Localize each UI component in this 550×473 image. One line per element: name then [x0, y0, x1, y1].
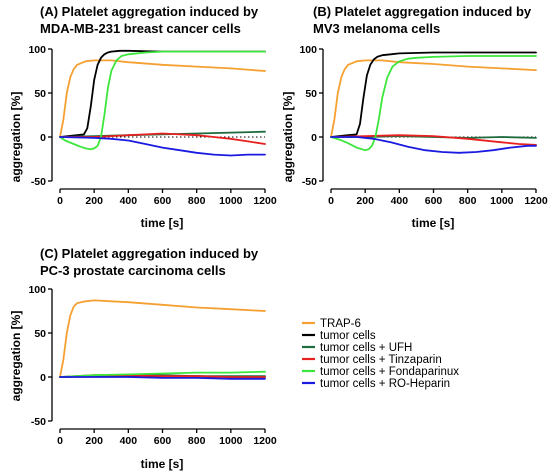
- legend-label: tumor cells: [320, 330, 376, 342]
- panel-b-series-tumor-cells: [330, 51, 537, 138]
- panel-c-y-tick-label: 50: [34, 328, 46, 340]
- panel-c-x-tick-label: 400: [120, 435, 138, 447]
- panel-b-x-tick-label: 600: [425, 195, 443, 207]
- legend-item-trap-6: TRAP-6: [302, 318, 361, 330]
- legend-label: tumor cells + Fondaparinux: [320, 366, 459, 378]
- panel-b-x-tick-label: 400: [391, 195, 409, 207]
- panel-c-x-tick-label: 600: [154, 435, 172, 447]
- panel-b-series-tumor-cells-tinzaparin: [330, 134, 537, 146]
- panel-b: (B) Platelet aggregation induced by MV3 …: [281, 4, 548, 230]
- panel-b-x-tick-label: 1000: [490, 195, 514, 207]
- panel-a-x-tick-label: 1000: [219, 195, 243, 207]
- panel-a-x-tick-label: 600: [154, 195, 172, 207]
- panel-b-y-axis-label: aggregation [%]: [281, 92, 295, 183]
- panel-c-x-tick-label: 1200: [253, 435, 277, 447]
- panel-a-series-trap-6: [59, 59, 266, 138]
- panel-a-title-line-2: MDA-MB-231 breast cancer cells: [40, 21, 241, 36]
- panel-b-series-tumor-cells-ro-heparin: [330, 136, 537, 154]
- legend-item-tumor-cells-ro-heparin: tumor cells + RO-Heparin: [302, 378, 450, 390]
- panel-c-y-tick-label: 100: [28, 284, 46, 296]
- panel-b-series-trap-6: [330, 59, 537, 138]
- panel-b-x-tick-label: 1200: [524, 195, 548, 207]
- panel-b-x-tick-label: 0: [328, 195, 334, 207]
- legend-item-tumor-cells-fondaparinux: tumor cells + Fondaparinux: [302, 366, 459, 378]
- panel-c-y-tick-label: -50: [31, 416, 46, 428]
- panel-b-series-tumor-cells-fondaparinux: [330, 55, 537, 152]
- panel-b-y-tick-label: -50: [302, 176, 317, 188]
- panel-c-x-tick-label: 0: [57, 435, 63, 447]
- panel-b-y-tick-label: 50: [305, 88, 317, 100]
- panel-a-series-tumor-cells-tinzaparin: [59, 132, 266, 145]
- legend-label: tumor cells + Tinzaparin: [320, 354, 442, 366]
- panel-b-x-tick-label: 200: [356, 195, 374, 207]
- legend-label: TRAP-6: [320, 318, 361, 330]
- panel-a-x-tick-label: 1200: [253, 195, 277, 207]
- legend-label: tumor cells + RO-Heparin: [320, 378, 450, 390]
- panel-a-x-tick-label: 0: [57, 195, 63, 207]
- legend-item-tumor-cells: tumor cells: [302, 330, 376, 342]
- panel-c-series-tumor-cells-fondaparinux: [59, 370, 266, 378]
- panel-b-title-line-2: MV3 melanoma cells: [313, 21, 440, 36]
- panel-a-x-axis-label: time [s]: [141, 216, 184, 230]
- panel-a: (A) Platelet aggregation induced by MDA-…: [9, 4, 277, 230]
- panel-a-series-tumor-cells: [59, 49, 266, 138]
- panel-a-x-tick-label: 800: [188, 195, 206, 207]
- panel-a-y-tick-label: 0: [40, 132, 46, 144]
- panel-a-y-tick-label: 100: [28, 44, 46, 56]
- panel-c-x-axis-label: time [s]: [141, 457, 184, 471]
- panel-c-title-line-2: PC-3 prostate carcinoma cells: [40, 263, 226, 278]
- legend-item-tumor-cells-ufh: tumor cells + UFH: [302, 342, 412, 354]
- panel-b-x-tick-label: 800: [459, 195, 477, 207]
- panel-c-series-tumor-cells-ro-heparin: [59, 376, 266, 380]
- panel-a-title-line-1: (A) Platelet aggregation induced by: [40, 4, 259, 19]
- panel-c-series-trap-6: [59, 299, 266, 378]
- panel-a-series-tumor-cells-fondaparinux: [59, 50, 266, 151]
- panel-c: (C) Platelet aggregation induced by PC-3…: [9, 246, 277, 471]
- panel-b-y-tick-label: 0: [311, 132, 317, 144]
- panel-c-y-axis-label: aggregation [%]: [9, 311, 23, 402]
- panel-c-x-tick-label: 1000: [219, 435, 243, 447]
- panel-a-y-tick-label: 50: [34, 88, 46, 100]
- legend-item-tumor-cells-tinzaparin: tumor cells + Tinzaparin: [302, 354, 442, 366]
- panel-b-y-tick-label: 100: [299, 44, 317, 56]
- panel-c-title-line-1: (C) Platelet aggregation induced by: [40, 246, 259, 261]
- panel-c-y-tick-label: 0: [40, 372, 46, 384]
- legend-label: tumor cells + UFH: [320, 342, 412, 354]
- panel-a-y-axis-label: aggregation [%]: [9, 92, 23, 183]
- panel-b-x-axis-label: time [s]: [412, 216, 455, 230]
- panel-a-series-tumor-cells-ro-heparin: [59, 136, 266, 157]
- panel-c-x-tick-label: 800: [188, 435, 206, 447]
- panel-c-x-tick-label: 200: [85, 435, 103, 447]
- panel-b-title-line-1: (B) Platelet aggregation induced by: [313, 4, 532, 19]
- panel-a-x-tick-label: 200: [85, 195, 103, 207]
- panel-a-x-tick-label: 400: [120, 195, 138, 207]
- panel-a-y-tick-label: -50: [31, 176, 46, 188]
